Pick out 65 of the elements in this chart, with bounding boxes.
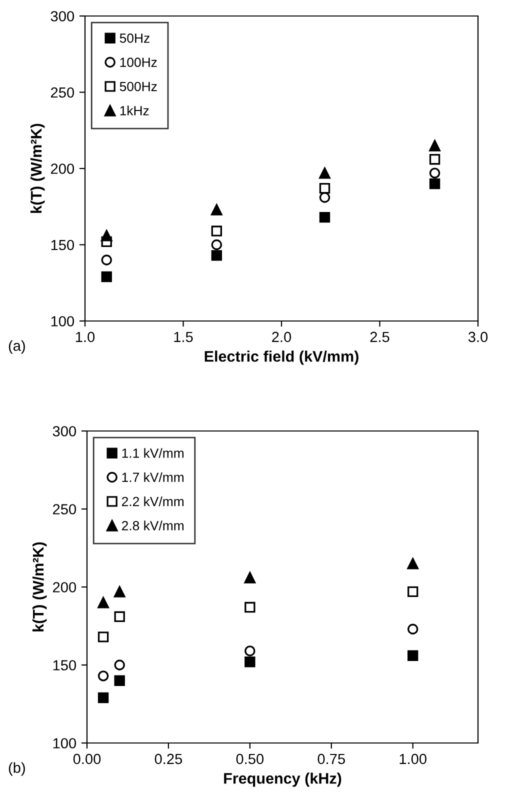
- x-tick-label: 1.00: [400, 754, 426, 764]
- y-tick-label: 200: [52, 582, 76, 592]
- x-tick-label: 1.5: [174, 332, 193, 342]
- point: [114, 660, 125, 670]
- point: [101, 271, 112, 282]
- x-axis-title: Electric field (kV/mm): [204, 350, 358, 365]
- point: [244, 646, 256, 656]
- point: [407, 624, 418, 634]
- point: [319, 212, 330, 223]
- point: [429, 140, 440, 152]
- point: [101, 254, 112, 266]
- point: [211, 250, 222, 261]
- legend-label: 2.8 kV/mm: [122, 520, 184, 530]
- legend-label: 100Hz: [120, 58, 157, 68]
- y-tick-label: 300: [52, 426, 76, 436]
- x-axis-title: Frequency (kHz): [224, 772, 342, 787]
- point: [407, 586, 418, 598]
- point: [244, 656, 256, 668]
- x-tick-label: 1.0: [76, 332, 95, 342]
- legend-label: 50Hz: [120, 34, 150, 43]
- y-tick-label: 100: [51, 316, 74, 326]
- point: [407, 558, 419, 570]
- point: [114, 611, 125, 622]
- point: [98, 692, 109, 704]
- point: [98, 670, 109, 682]
- legend-label: 1.7 kV/mm: [122, 472, 184, 482]
- y-tick-label: 250: [50, 87, 74, 98]
- point: [100, 230, 112, 242]
- y-tick-label: 200: [50, 164, 74, 174]
- point: [114, 586, 126, 598]
- legend-label: 2.2 kV/mm: [122, 496, 184, 506]
- point: [98, 596, 109, 608]
- point: [429, 178, 440, 190]
- x-tick-label: 0.50: [236, 754, 264, 764]
- y-tick-label: 150: [53, 660, 76, 670]
- point: [211, 226, 222, 236]
- y-axis-title: k(T) (W/m²K): [32, 542, 47, 632]
- text: (a): [8, 340, 25, 354]
- point: [429, 168, 440, 178]
- y-tick-label: 100: [53, 738, 76, 748]
- point: [244, 602, 256, 613]
- point: [98, 632, 109, 642]
- legend-label: 500Hz: [120, 82, 157, 92]
- y-tick-label: 300: [50, 11, 74, 22]
- point: [244, 572, 256, 584]
- point: [211, 239, 222, 250]
- point: [429, 154, 440, 165]
- point: [319, 182, 330, 194]
- legend-label: 1kHz: [120, 106, 149, 116]
- x-tick-label: 2.5: [370, 332, 390, 342]
- x-tick-label: 0.00: [73, 754, 101, 764]
- x-tick-label: 0.25: [154, 754, 182, 764]
- text: (b): [8, 762, 25, 776]
- point: [407, 650, 418, 661]
- point: [114, 675, 125, 686]
- y-tick-label: 250: [52, 504, 76, 514]
- point: [210, 204, 222, 216]
- x-tick-label: 0.75: [318, 754, 345, 764]
- point: [319, 167, 330, 179]
- y-tick-label: 150: [51, 240, 74, 250]
- point: [319, 192, 330, 203]
- x-tick-label: 2.0: [272, 332, 292, 342]
- y-axis-title: k(T) (W/m²K): [30, 124, 45, 213]
- legend-label: 1.1 kV/mm: [122, 448, 184, 458]
- x-tick-label: 3.0: [468, 332, 488, 342]
